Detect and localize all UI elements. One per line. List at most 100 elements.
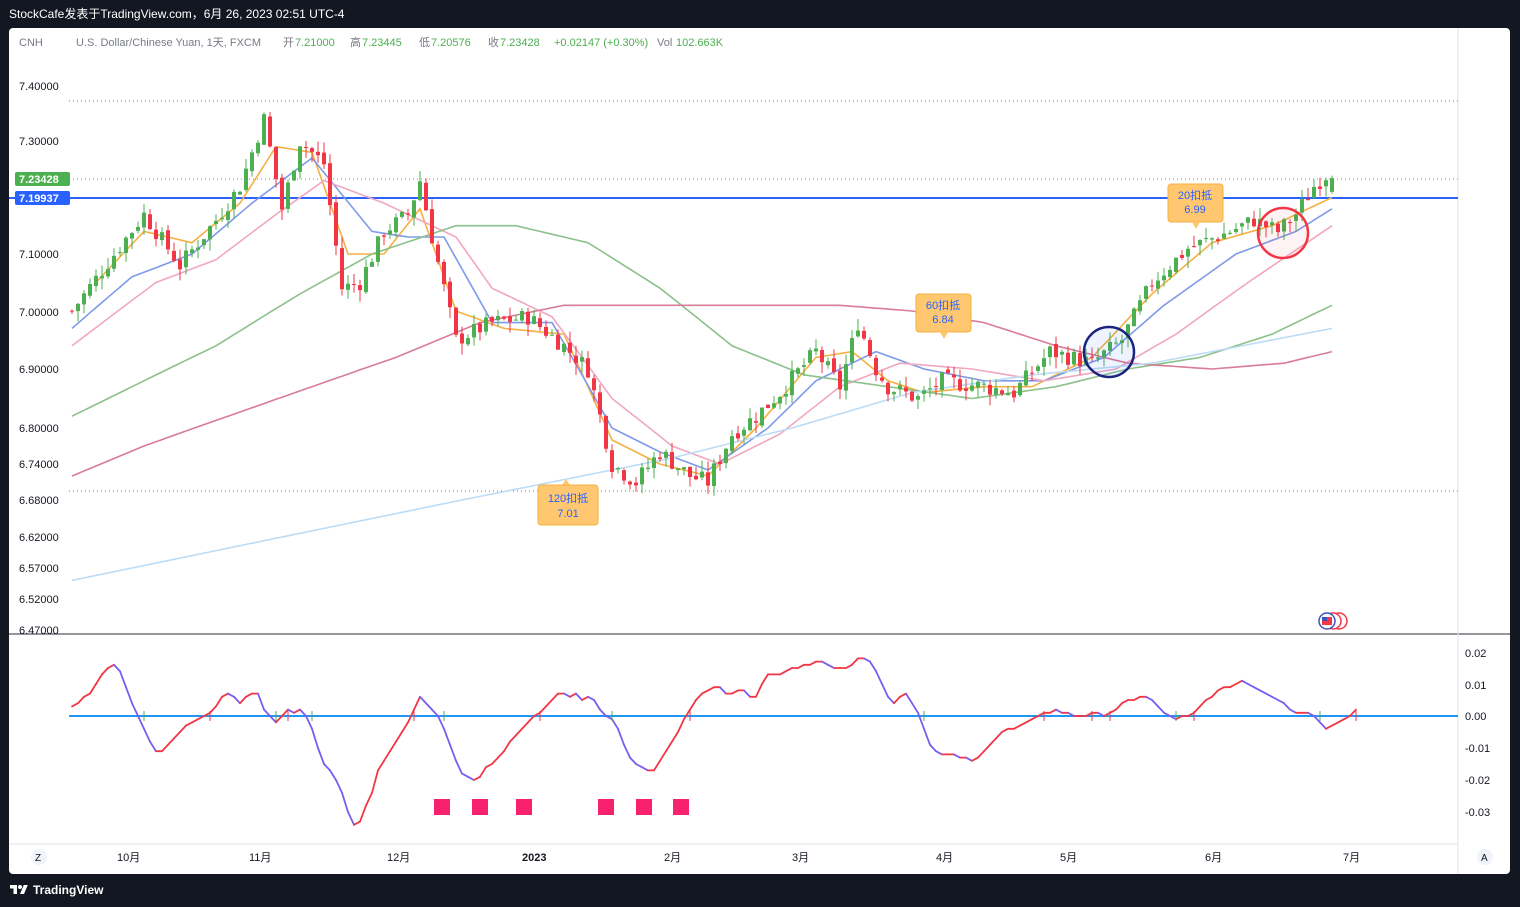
price-tick: 6.62000 — [19, 532, 59, 544]
candle — [250, 149, 254, 177]
oscillator-segment — [1031, 715, 1039, 721]
oscillator-scale[interactable]: 0.02 0.01 0.00 -0.01 -0.02 -0.03 — [1465, 648, 1490, 819]
tradingview-logo-icon[interactable] — [10, 882, 28, 898]
candle — [826, 357, 830, 369]
candle — [1072, 348, 1076, 367]
oscillator-segment — [1013, 724, 1021, 730]
chart-container[interactable]: CNH U.S. Dollar/Chinese Yuan, 1天, FXCM 开… — [9, 28, 1510, 874]
oscillator-segment — [593, 699, 601, 711]
candle — [382, 232, 386, 246]
oscillator-segment — [383, 750, 391, 762]
candle — [148, 209, 152, 231]
candle — [808, 347, 812, 365]
oscillator-segment — [1157, 705, 1165, 714]
oscillator-segment — [1205, 695, 1213, 701]
oscillator-segment — [215, 695, 223, 708]
candle — [484, 313, 488, 336]
oscillator-segment — [311, 727, 319, 749]
oscillator-segment — [575, 692, 583, 701]
time-label: 3月 — [792, 852, 809, 864]
oscillator-segment — [809, 660, 817, 666]
candle — [574, 345, 578, 375]
oscillator-segment — [233, 695, 241, 705]
auto-scale-button[interactable] — [1477, 849, 1493, 865]
candle — [910, 390, 914, 403]
candle — [1276, 221, 1280, 237]
oscillator-segment — [365, 791, 373, 807]
annotation-circle-blue[interactable] — [1082, 325, 1136, 379]
candle — [172, 242, 176, 263]
price-tick: 7.10000 — [19, 249, 59, 261]
candle — [934, 377, 938, 396]
candle — [730, 429, 734, 455]
candle — [1270, 217, 1274, 234]
candle — [1048, 345, 1052, 366]
candle — [142, 204, 146, 235]
candle — [496, 309, 500, 327]
osc-tick: 0.01 — [1465, 680, 1486, 692]
candle — [646, 458, 650, 473]
oscillator-segment — [389, 740, 397, 753]
oscillator-segment — [1019, 721, 1027, 727]
osc-tick: -0.03 — [1465, 807, 1490, 819]
oscillator-segment — [563, 692, 571, 698]
candle — [568, 331, 572, 363]
candle — [544, 320, 548, 339]
time-axis[interactable]: 10月 11月 12月 2023 2月 3月 4月 5月 6月 7月 — [117, 852, 1360, 864]
candle — [274, 146, 278, 188]
zoom-reset-button[interactable] — [31, 849, 47, 865]
oscillator-segment — [779, 670, 787, 676]
time-label: 7月 — [1343, 852, 1360, 864]
candle — [778, 395, 782, 410]
oscillator-segment — [431, 708, 439, 717]
candle — [862, 326, 866, 341]
candle — [1216, 236, 1220, 245]
candle — [802, 358, 806, 376]
events-flags-icon[interactable] — [1318, 612, 1348, 630]
candlestick-series — [70, 112, 1334, 496]
candle — [1252, 210, 1256, 228]
candle — [748, 408, 752, 432]
candle — [508, 307, 512, 333]
candle — [160, 227, 164, 246]
oscillator-segment — [143, 727, 151, 743]
legend-change: +0.02147 (+0.30%) — [554, 37, 648, 49]
candle — [532, 309, 536, 325]
oscillator-segment — [401, 721, 409, 733]
oscillator-segment — [641, 766, 649, 772]
candle — [442, 259, 446, 292]
candle — [538, 312, 542, 331]
chart-canvas[interactable]: CNH U.S. Dollar/Chinese Yuan, 1天, FXCM 开… — [9, 28, 1510, 874]
candle — [478, 321, 482, 341]
candle — [244, 159, 248, 192]
callout-20[interactable]: 20扣抵 6.99 — [1167, 183, 1224, 229]
top-bar: StockCafe发表于TradingView.com，6月 26, 2023 … — [0, 0, 1520, 28]
candle — [652, 451, 656, 479]
price-scale[interactable]: 7.40000 7.30000 7.10000 7.00000 6.90000 … — [19, 81, 59, 637]
candle — [1264, 220, 1268, 238]
oscillator-segment — [149, 740, 157, 753]
callout-60[interactable]: 60扣抵 6.84 — [915, 293, 972, 339]
candle — [82, 290, 86, 314]
legend-low: 7.20576 — [431, 37, 471, 49]
candle — [136, 221, 140, 234]
oscillator-segment — [977, 750, 985, 759]
candle — [394, 213, 398, 237]
candle — [550, 328, 554, 336]
callout-120[interactable]: 120扣抵 7.01 — [537, 479, 599, 526]
callout-value: 6.99 — [1184, 204, 1205, 216]
oscillator-segment — [653, 759, 661, 772]
candle — [562, 342, 566, 356]
candle — [1078, 345, 1082, 375]
annotation-circle-red[interactable] — [1256, 206, 1310, 260]
candle — [874, 354, 878, 381]
oscillator-segment — [1187, 711, 1195, 717]
oscillator-segment — [1145, 695, 1153, 701]
candle — [1204, 227, 1208, 243]
candle — [994, 379, 998, 399]
candle — [820, 346, 824, 374]
oscillator-segment — [953, 753, 961, 759]
oscillator-segment — [227, 692, 235, 698]
oscillator-segment — [1001, 727, 1009, 733]
candle — [262, 112, 266, 145]
